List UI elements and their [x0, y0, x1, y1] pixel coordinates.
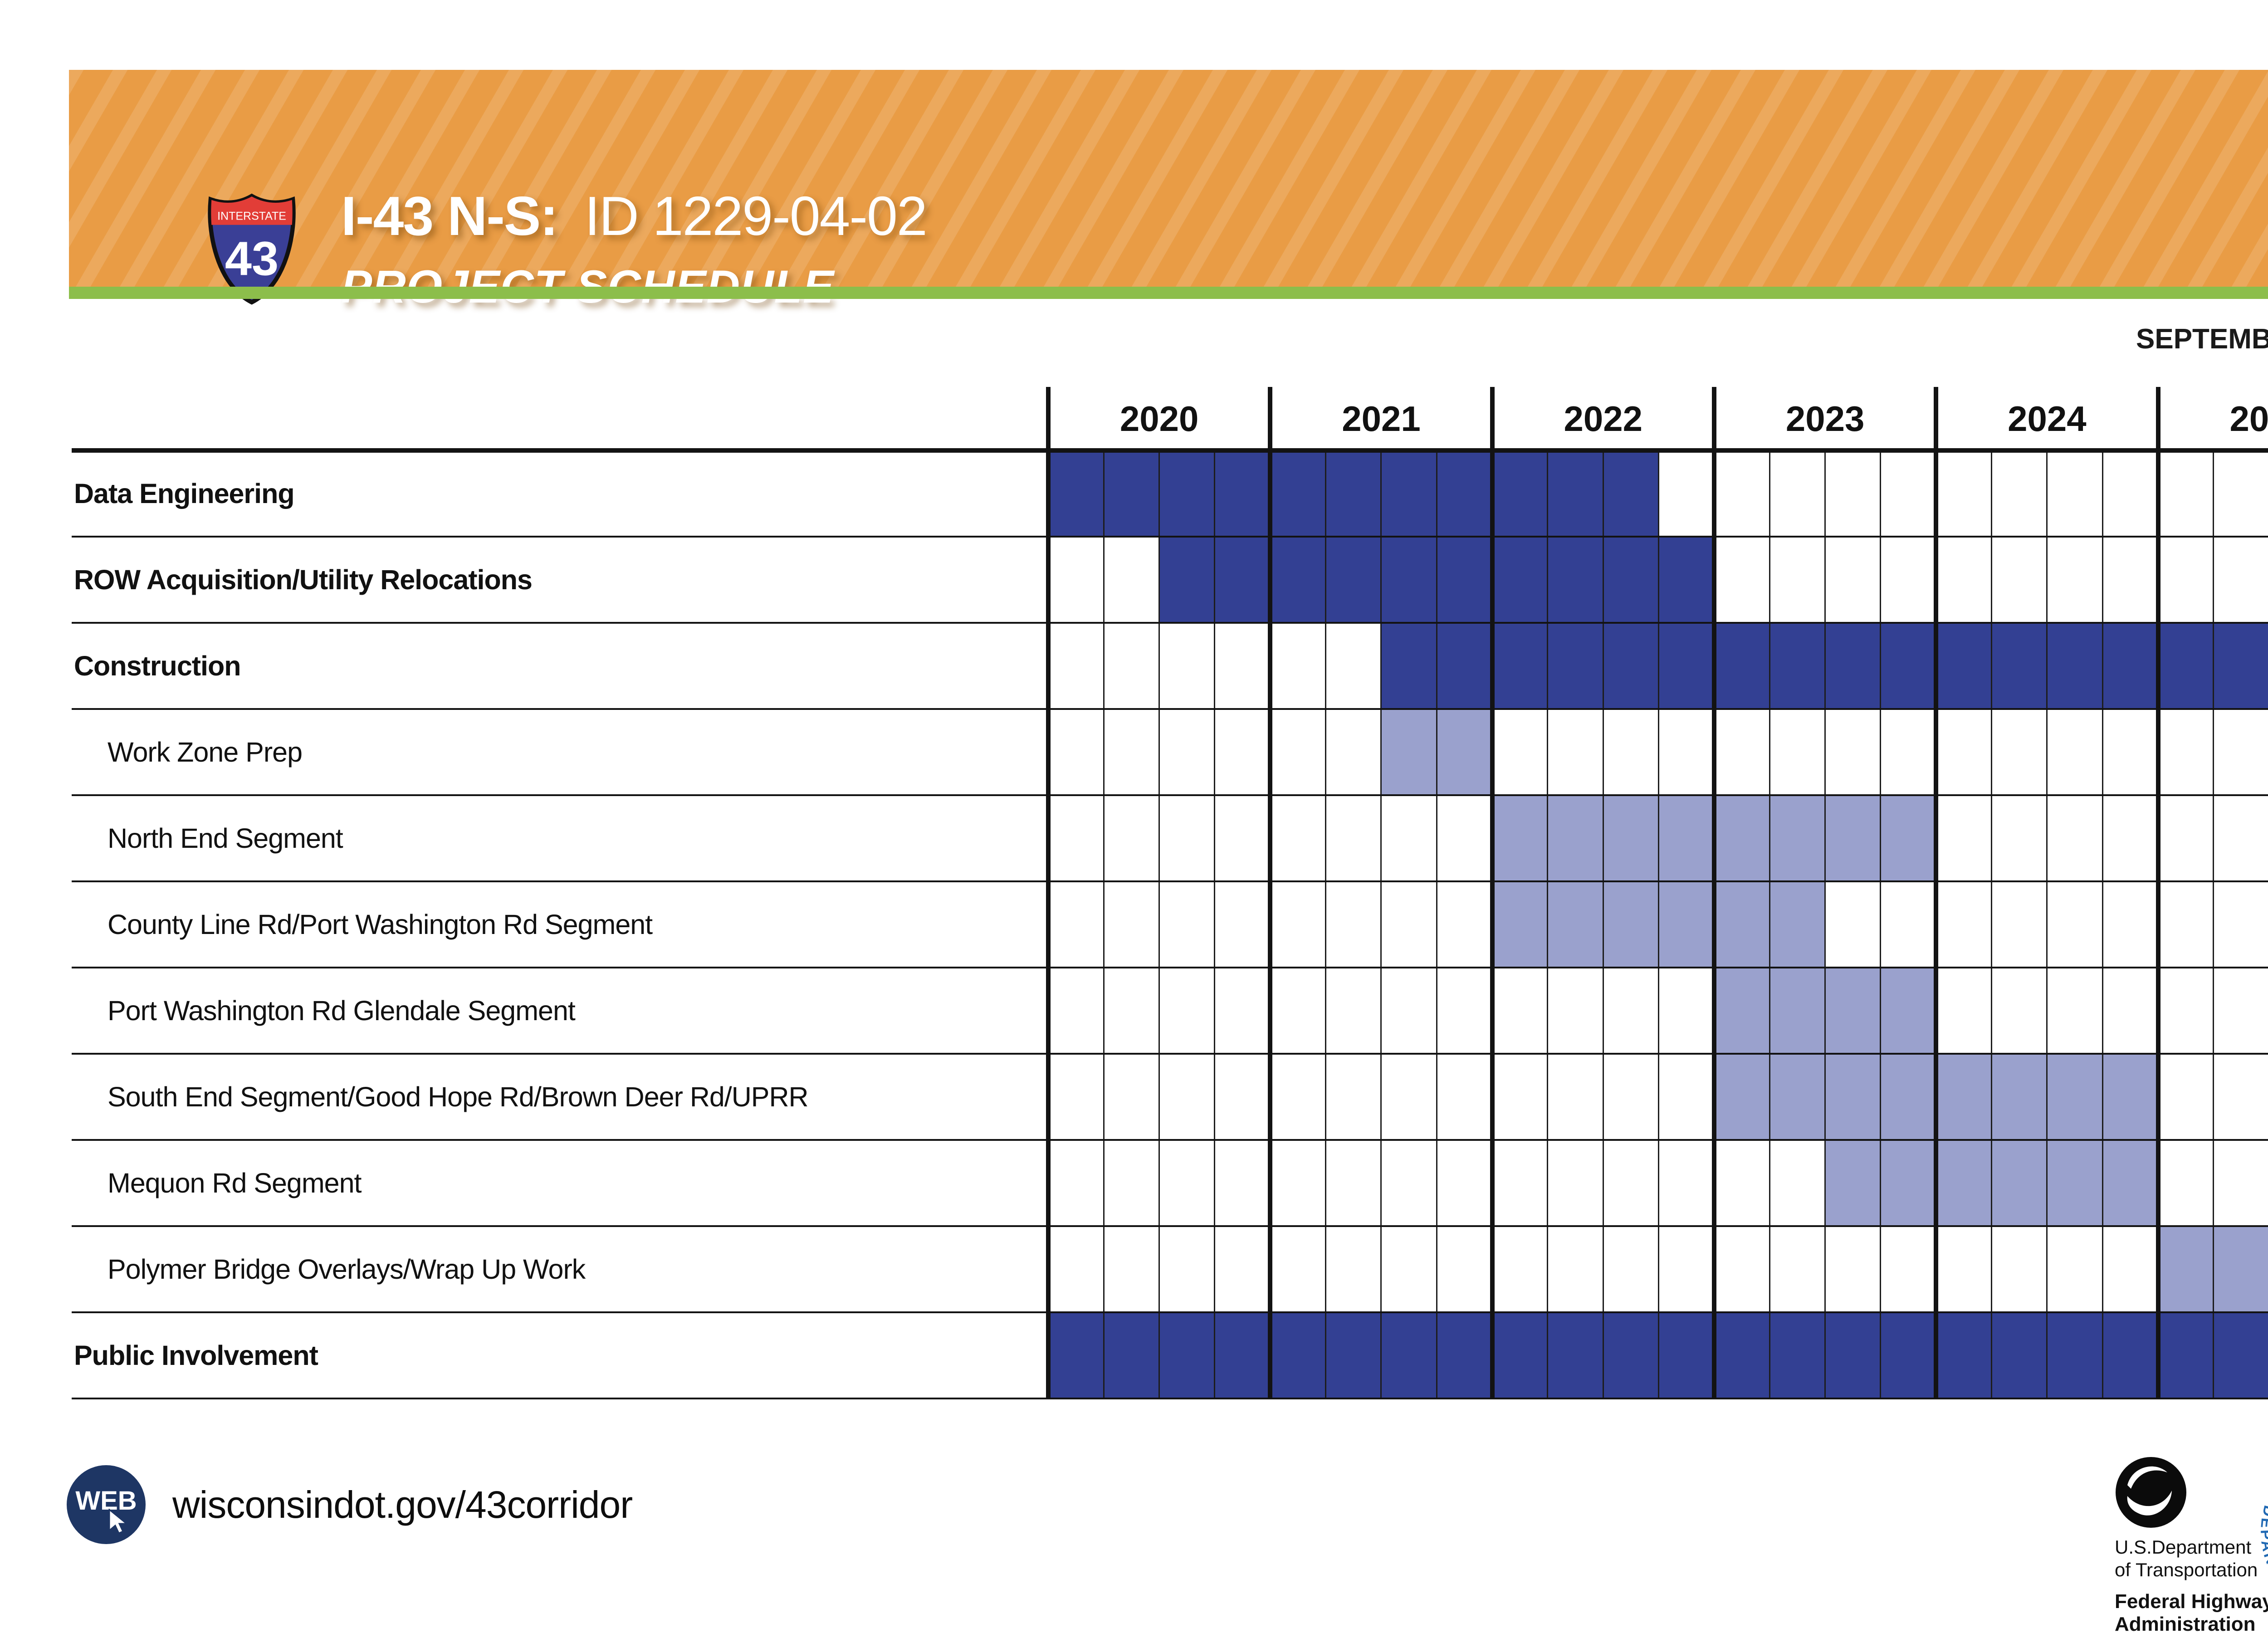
year-header-2024: 2024 [2008, 398, 2087, 439]
gantt-bar-data-engineering [1048, 450, 1659, 537]
year-header-2023: 2023 [1785, 398, 1865, 439]
row-label-data-engineering: Data Engineering [74, 478, 295, 509]
quarter-gridline [2046, 450, 2048, 1398]
green-divider [69, 287, 2268, 299]
row-gridline [72, 1053, 2268, 1055]
row-label-work-zone-prep: Work Zone Prep [108, 737, 303, 768]
row-gridline [72, 448, 2268, 453]
page-title: I-43 N-S: ID 1229-04-02 [341, 185, 928, 247]
year-header-2025: 2025 [2229, 398, 2268, 439]
quarter-gridline [1325, 450, 1327, 1398]
row-label-south-end-segment-good-hope-rd-brown-deer-rd-uprr: South End Segment/Good Hope Rd/Brown Dee… [108, 1081, 809, 1112]
web-badge-label: WEB [75, 1486, 137, 1516]
row-gridline [72, 794, 2268, 796]
year-gridline [2156, 387, 2160, 1398]
year-header-2021: 2021 [1342, 398, 1421, 439]
row-label-north-end-segment: North End Segment [108, 823, 343, 854]
usdot-caption-line1: U.S.Department [2115, 1536, 2252, 1558]
year-gridline [1046, 387, 1051, 1398]
fhwa-caption-line2: Administration [2115, 1613, 2256, 1633]
quarter-gridline [1602, 450, 1604, 1398]
row-label-row-acquisition-utility-relocations: ROW Acquisition/Utility Relocations [74, 564, 533, 595]
quarter-gridline [1769, 450, 1770, 1398]
quarter-gridline [1991, 450, 1993, 1398]
row-label-public-involvement: Public Involvement [74, 1340, 318, 1371]
page-title-id-bold: I-43 N-S: [341, 185, 558, 247]
page-title-id-rest: ID 1229-04-02 [584, 185, 928, 247]
usdot-caption: U.S.Department of Transportation [2115, 1536, 2258, 1581]
quarter-gridline [1658, 450, 1660, 1398]
quarter-gridline [1547, 450, 1549, 1398]
row-label-polymer-bridge-overlays-wrap-up-work: Polymer Bridge Overlays/Wrap Up Work [108, 1254, 586, 1285]
year-header-2022: 2022 [1564, 398, 1643, 439]
svg-text:DEPARTMENT OF TRANSPORTATION: DEPARTMENT OF TRANSPORTATION [2257, 1504, 2268, 1620]
cursor-icon [108, 1509, 129, 1534]
quarter-gridline [1214, 450, 1216, 1398]
quarter-gridline [1158, 450, 1160, 1398]
year-gridline [1268, 387, 1273, 1398]
fhwa-caption: Federal Highway Administration [2115, 1590, 2268, 1633]
schedule-date-label: SEPTEMBER 2021 [2136, 323, 2268, 355]
usdot-logo-icon [2116, 1457, 2186, 1528]
quarter-gridline [1436, 450, 1437, 1398]
shield-interstate-label: INTERSTATE [217, 210, 286, 223]
row-label-mequon-rd-segment: Mequon Rd Segment [108, 1168, 362, 1198]
wisdot-logo-icon: WISCONSIN DEPARTMENT OF TRANSPORTATION ★… [2257, 1504, 2268, 1620]
row-gridline [72, 1225, 2268, 1227]
row-gridline [72, 1139, 2268, 1141]
year-header-2020: 2020 [1119, 398, 1199, 439]
wisdot-arc-bottom-text: DEPARTMENT OF TRANSPORTATION [2257, 1504, 2268, 1620]
row-gridline [72, 967, 2268, 968]
row-gridline [72, 1311, 2268, 1313]
row-gridline [72, 622, 2268, 624]
fhwa-caption-line1: Federal Highway [2115, 1590, 2268, 1613]
year-gridline [1934, 387, 1939, 1398]
row-label-county-line-rd-port-washington-rd-segment: County Line Rd/Port Washington Rd Segmen… [108, 909, 653, 940]
row-gridline [72, 536, 2268, 538]
quarter-gridline [1824, 450, 1826, 1398]
usdot-caption-line2: of Transportation [2115, 1559, 2258, 1580]
interstate-43-shield-icon: INTERSTATE 43 [208, 193, 296, 305]
row-label-port-washington-rd-glendale-segment: Port Washington Rd Glendale Segment [108, 995, 576, 1026]
year-gridline [1490, 387, 1495, 1398]
row-gridline [72, 708, 2268, 710]
web-badge: WEB [67, 1465, 146, 1544]
row-label-construction: Construction [74, 650, 241, 681]
quarter-gridline [1380, 450, 1382, 1398]
row-gridline [72, 1398, 2268, 1399]
shield-route-number: 43 [225, 231, 279, 285]
quarter-gridline [2213, 450, 2214, 1398]
row-gridline [72, 880, 2268, 882]
project-website-url[interactable]: wisconsindot.gov/43corridor [172, 1483, 633, 1526]
quarter-gridline [2102, 450, 2103, 1398]
quarter-gridline [1880, 450, 1882, 1398]
year-gridline [1711, 387, 1716, 1398]
quarter-gridline [1103, 450, 1105, 1398]
